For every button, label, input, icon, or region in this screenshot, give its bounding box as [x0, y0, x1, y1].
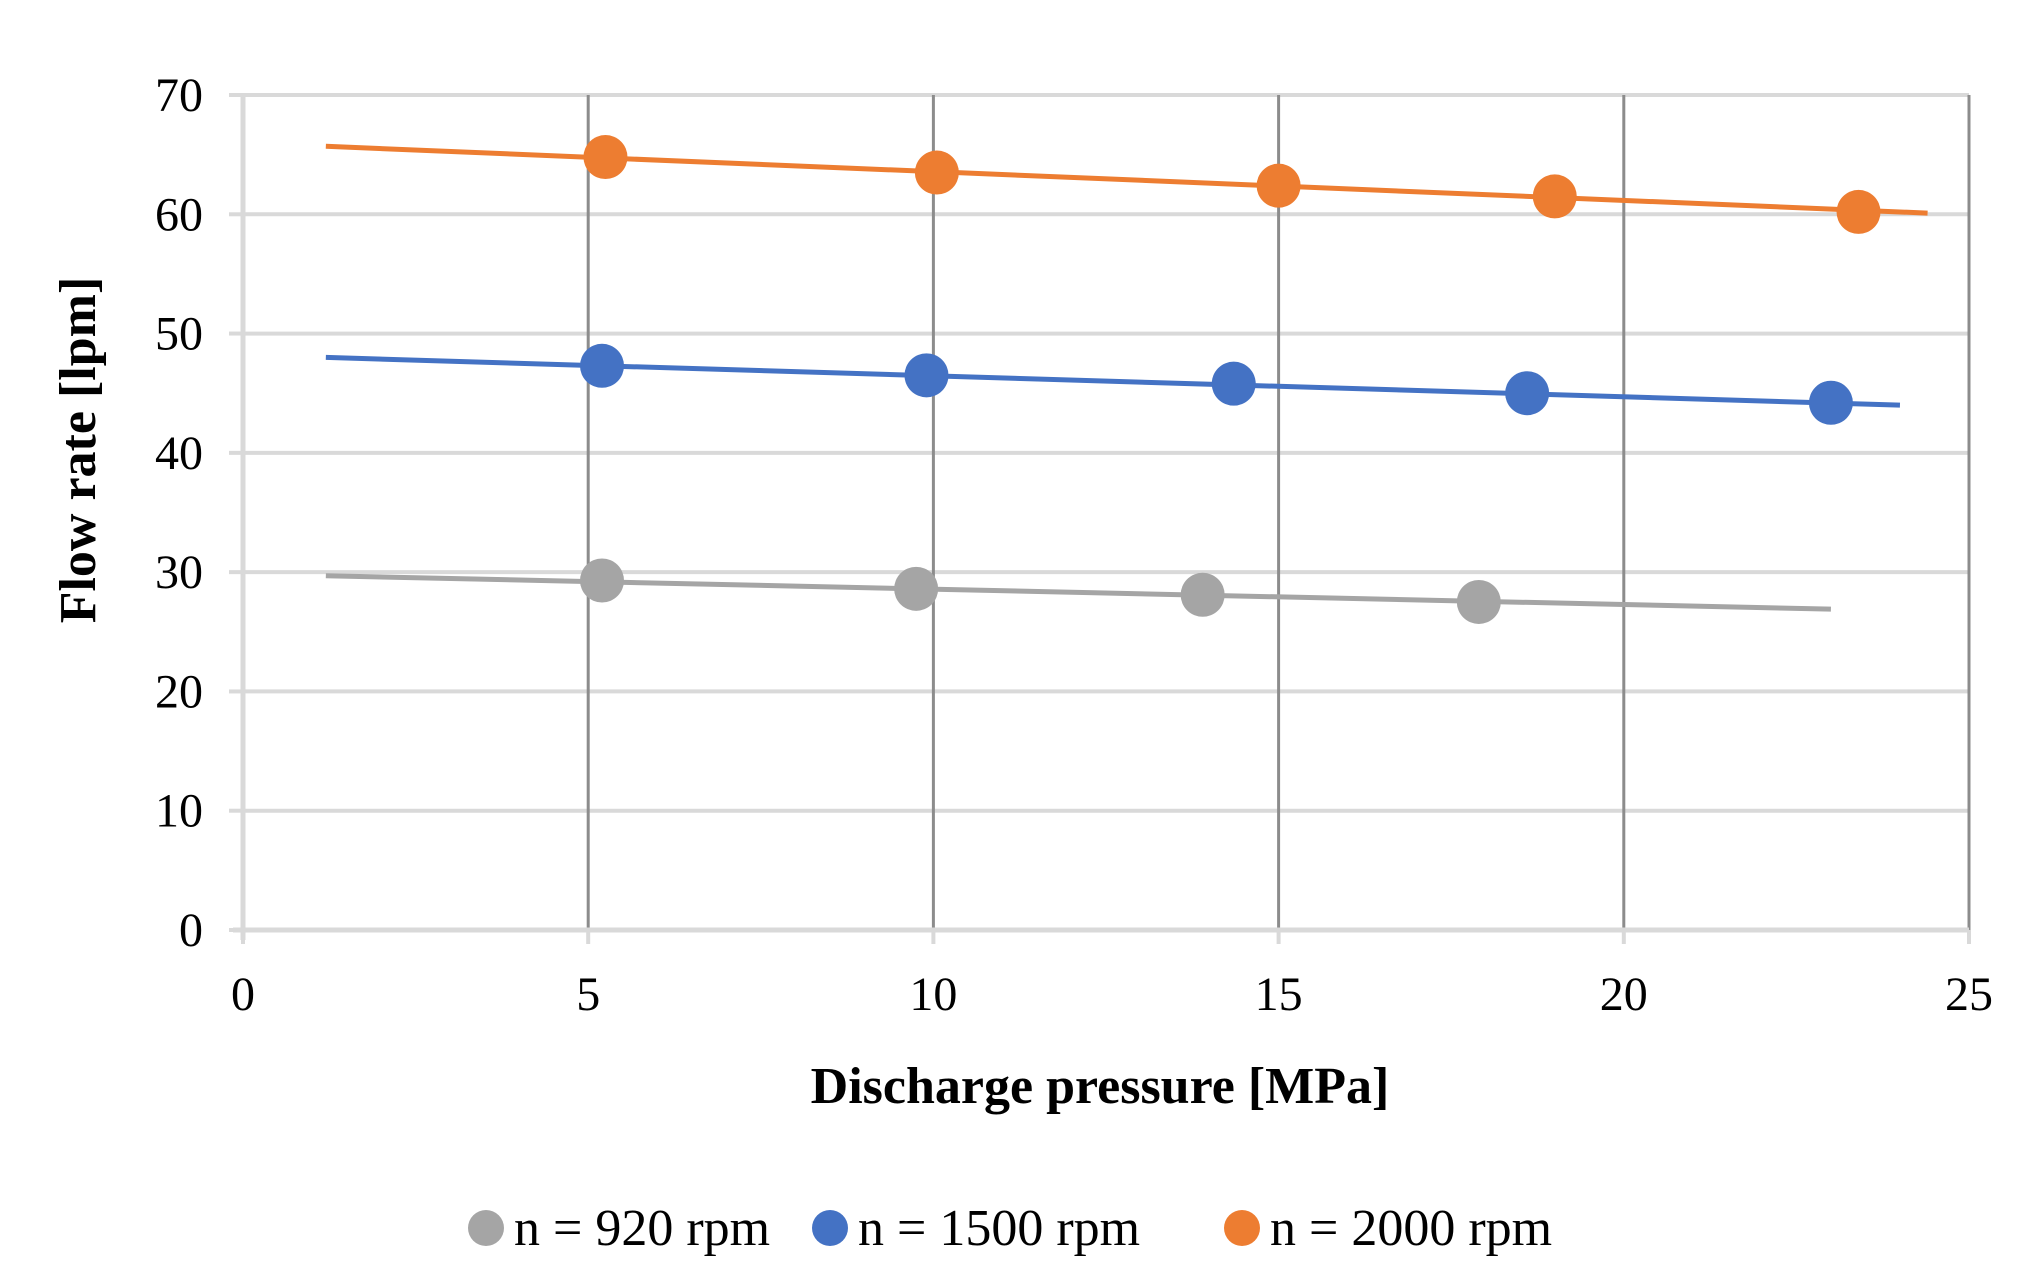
legend-label: n = 1500 rpm: [858, 1200, 1140, 1257]
y-tick-label: 30: [155, 546, 203, 599]
legend-marker: [812, 1210, 848, 1246]
legend-marker: [1224, 1210, 1260, 1246]
trendline: [325, 143, 1928, 216]
series-2: [325, 343, 1901, 425]
y-axis-title: Flow rate [lpm]: [50, 277, 107, 624]
data-point: [1505, 371, 1550, 416]
legend: n = 920 rpm n = 1500 rpm n = 2000 rpm: [468, 1200, 1552, 1257]
trendline: [325, 354, 1901, 408]
y-tick-label: 70: [155, 69, 203, 122]
y-tick-label: 20: [155, 665, 203, 718]
data-point: [583, 135, 628, 180]
x-tick-label: 10: [909, 968, 957, 1021]
data-point: [1211, 361, 1256, 406]
data-point: [894, 566, 939, 611]
x-tick-label: 5: [576, 968, 600, 1021]
series-3: [325, 135, 1928, 234]
y-tick-label: 60: [155, 188, 203, 241]
x-tick-label: 15: [1255, 968, 1303, 1021]
y-tick-label: 50: [155, 308, 203, 361]
data-point: [904, 353, 949, 398]
axis-layer: [229, 93, 1971, 944]
legend-label: n = 920 rpm: [514, 1200, 770, 1257]
data-point: [580, 558, 625, 603]
data-point: [1836, 189, 1881, 234]
legend-item: n = 2000 rpm: [1224, 1200, 1552, 1257]
y-tick-label: 40: [155, 427, 203, 480]
legend-item: n = 1500 rpm: [812, 1200, 1140, 1257]
x-tick-label: 20: [1600, 968, 1648, 1021]
legend-item: n = 920 rpm: [468, 1200, 770, 1257]
data-point: [1180, 572, 1225, 617]
grid-layer: [243, 93, 1971, 930]
trendline: [325, 573, 1831, 612]
data-point: [914, 150, 959, 195]
series-layer: [325, 135, 1928, 624]
y-tick-label: 10: [155, 785, 203, 838]
x-axis-title: Discharge pressure [MPa]: [811, 1058, 1390, 1115]
data-point: [580, 343, 625, 388]
series-1: [325, 558, 1831, 624]
data-point: [1456, 579, 1501, 624]
y-tick-label: 0: [179, 904, 203, 957]
data-point: [1532, 174, 1577, 219]
x-tick-label: 0: [231, 968, 255, 1021]
x-tick-label: 25: [1945, 968, 1993, 1021]
data-point: [1256, 163, 1301, 208]
tick-label-layer: 0 10 20 30 40 50 60 70 0 5 10 15 20 25: [155, 69, 1993, 1021]
legend-marker: [468, 1210, 504, 1246]
data-point: [1808, 380, 1853, 425]
legend-label: n = 2000 rpm: [1270, 1200, 1552, 1257]
